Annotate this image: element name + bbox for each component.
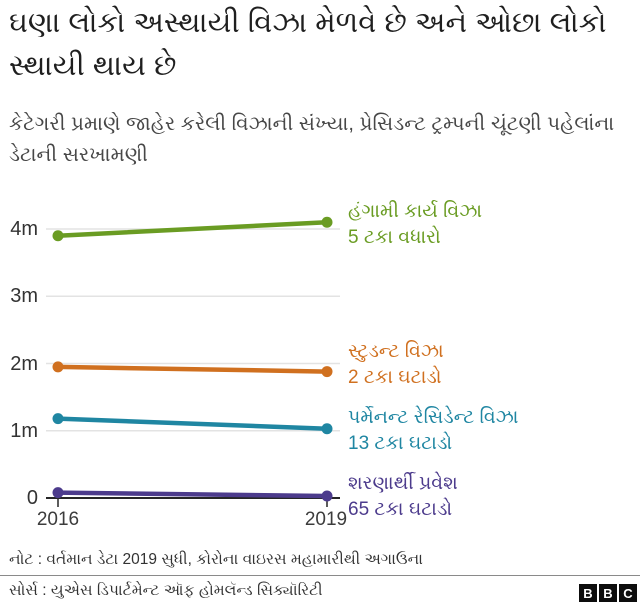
page-title: ઘણા લોકો અસ્થાયી વિઝા મેળવે છે અને ઓછા લ…	[9, 7, 607, 82]
series-change: 13 ટકા ઘટાડો	[348, 433, 453, 454]
data-point	[321, 490, 333, 502]
series-line	[55, 490, 330, 499]
data-point	[321, 216, 333, 228]
data-point	[52, 413, 64, 425]
y-axis-tick-2m: 2m	[10, 353, 38, 375]
bbc-logo-block-b1: B	[579, 584, 597, 602]
series-change: 2 ટકા ઘટાડો	[348, 367, 442, 388]
chart-canvas	[46, 216, 340, 507]
series-name: હંગામી કાર્ય વિઝા	[348, 201, 482, 222]
data-point	[321, 423, 333, 435]
y-axis-tick-1m: 1m	[10, 420, 38, 442]
y-axis-tick-4m: 4m	[10, 218, 38, 240]
slope-chart: 4m 3m 2m 1m 0 2016 2019 હંગામી કાર્ય વિઝ…	[0, 185, 640, 540]
note-text: નોટ : વર્તમાન ડેટા 2019 સુધી, કોરોના વાઇ…	[9, 551, 423, 568]
y-axis-tick-0: 0	[26, 487, 38, 509]
series-name: શરણાર્થી પ્રવેશ	[348, 473, 458, 494]
series-label-student-visa: સ્ટુડન્ટ વિઝા 2 ટકા ઘટાડો	[348, 339, 628, 391]
footer-divider	[0, 575, 640, 576]
series-label-permanent-resident-visa: પર્મેનન્ટ રેસિડેન્ટ વિઝા 13 ટકા ઘટાડો	[348, 405, 628, 457]
data-point	[321, 366, 333, 378]
series-label-refugee-admissions: શરણાર્થી પ્રવેશ 65 ટકા ઘટાડો	[348, 471, 628, 523]
series-change: 65 ટકા ઘટાડો	[348, 499, 453, 520]
series-change: 5 ટકા વધારો	[348, 227, 441, 248]
x-axis-label-2016: 2016	[36, 509, 80, 530]
data-point	[52, 487, 64, 499]
series-line	[55, 364, 330, 374]
chart-subtitle: કેટેગરી પ્રમાણે જાહેર કરેલી વિઝાની સંખ્ય…	[9, 113, 615, 166]
series-line	[55, 416, 330, 431]
x-axis-label-2019: 2019	[304, 509, 348, 530]
data-point	[52, 361, 64, 373]
bbc-logo-block-b2: B	[599, 584, 617, 602]
series-label-temporary-work-visa: હંગામી કાર્ય વિઝા 5 ટકા વધારો	[348, 199, 628, 251]
bbc-logo-block-c: C	[619, 584, 637, 602]
bbc-logo: B B C	[579, 584, 637, 602]
series-line	[55, 220, 330, 238]
series-name: પર્મેનન્ટ રેસિડેન્ટ વિઝા	[348, 407, 519, 428]
series-name: સ્ટુડન્ટ વિઝા	[348, 341, 444, 362]
y-axis-tick-3m: 3m	[10, 285, 38, 307]
source-text: સોર્સ : યુએસ ડિપાર્ટમેન્ટ ઑફ હોમલૅન્ડ સિ…	[9, 582, 323, 599]
data-point	[52, 230, 64, 242]
